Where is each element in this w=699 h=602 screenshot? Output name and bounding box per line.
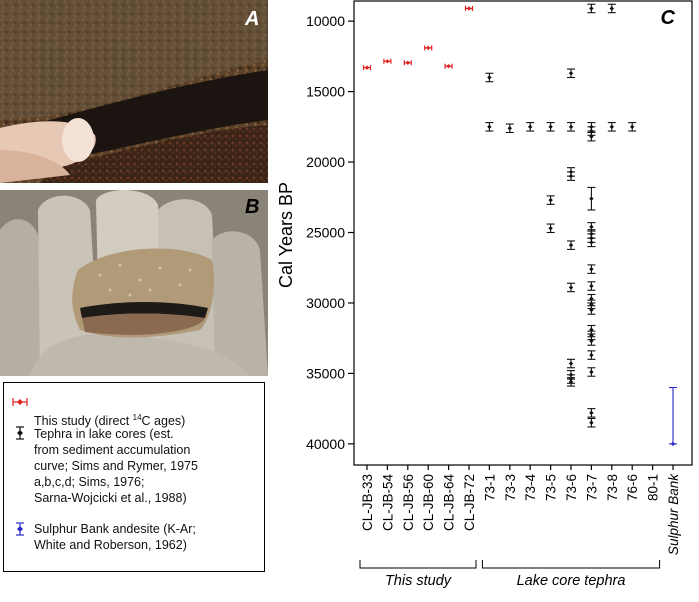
x-tick-label: CL-JB-56 [401, 474, 416, 531]
data-point [546, 195, 555, 205]
data-point [587, 237, 596, 248]
data-point [546, 223, 555, 234]
data-point [567, 358, 575, 369]
x-tick-label: 73-5 [544, 474, 559, 501]
data-point [567, 68, 575, 79]
data-point [587, 186, 596, 211]
data-point [567, 377, 575, 387]
x-tick-label: 73-1 [482, 474, 497, 501]
photo-a [0, 0, 268, 183]
data-point [485, 122, 494, 132]
data-point [567, 122, 575, 132]
legend-tephra-symbol [16, 426, 24, 440]
x-tick-label: CL-JB-72 [462, 474, 477, 531]
data-point [587, 417, 596, 428]
panel-b-label: B [245, 196, 260, 218]
data-point [567, 240, 575, 250]
data-point [628, 122, 637, 132]
data-point [587, 3, 596, 14]
data-point [669, 386, 677, 447]
group-label: This study [385, 573, 452, 589]
x-tick-label: 76-6 [625, 474, 640, 501]
y-tick-label: 35000 [306, 365, 345, 381]
x-tick-label: 73-3 [503, 474, 518, 501]
legend: This study (direct 14C ages) Tephra in l… [3, 382, 265, 572]
chart-category-labels: CL-JB-33 CL-JB-54 CL-JB-56 CL-JB-60 CL-JB-64… [360, 473, 681, 555]
data-point [587, 336, 596, 346]
photo-a-image [0, 0, 268, 183]
y-axis-label: Cal Years BP [276, 182, 296, 288]
x-tick-label: 73-6 [564, 474, 579, 501]
legend-sulphur-bank: Sulphur Bank andesite (K-Ar; White and R… [34, 522, 196, 552]
x-tick-label: 73-8 [605, 474, 620, 501]
y-tick-label: 30000 [306, 295, 345, 311]
data-point [587, 305, 596, 315]
chart-groups: This study Lake core tephra [359, 560, 661, 589]
data-point [587, 367, 596, 377]
chart-axes: 10000 15000 20000 25000 30000 35000 40000 [306, 0, 693, 470]
data-point [587, 281, 596, 291]
chart-marks [362, 3, 677, 447]
data-point [485, 72, 494, 83]
data-point [362, 65, 372, 71]
group-label: Lake core tephra [517, 573, 626, 589]
data-point [567, 171, 575, 181]
x-tick-label: CL-JB-54 [380, 474, 395, 532]
panel-a-label: A [245, 8, 260, 30]
data-point [424, 45, 433, 51]
y-tick-label: 25000 [306, 225, 345, 241]
x-tick-label: CL-JB-33 [360, 474, 375, 531]
data-point [444, 63, 453, 69]
group-bracket [481, 560, 661, 569]
photo-b-image [0, 190, 268, 376]
data-point [607, 3, 616, 14]
data-point [587, 264, 596, 274]
x-tick-label: Sulphur Bank [666, 473, 681, 555]
legend-sulphur-bank-symbol [16, 522, 24, 536]
x-tick-label: 73-7 [584, 474, 599, 501]
legend-tephra: Tephra in lake cores (est. from sediment… [34, 427, 198, 505]
data-point [464, 5, 474, 11]
x-tick-label: CL-JB-60 [421, 474, 436, 531]
data-point [567, 282, 575, 293]
data-point [607, 122, 616, 132]
y-tick-label: 15000 [306, 84, 345, 100]
data-point [587, 408, 596, 418]
data-point [526, 122, 535, 132]
chart: C 10000 15000 20000 25000 30000 35000 40000 CL… [276, 0, 693, 589]
photo-b [0, 190, 268, 376]
data-point [403, 60, 412, 66]
data-point [587, 350, 596, 360]
x-tick-label: 73-4 [523, 474, 538, 502]
y-tick-label: 10000 [306, 13, 345, 29]
legend-this-study: This study (direct 14C ages) [34, 413, 186, 429]
legend-this-study-symbol [12, 398, 28, 406]
y-tick-label: 20000 [306, 154, 345, 170]
y-tick-label: 40000 [306, 436, 345, 452]
x-tick-label: CL-JB-64 [442, 474, 457, 532]
plot-frame [353, 0, 693, 466]
data-point [505, 123, 514, 134]
data-point [546, 122, 555, 132]
data-point [587, 131, 596, 142]
x-tick-label: 80-1 [646, 474, 661, 501]
panel-c-label: C [661, 7, 676, 29]
group-bracket [359, 560, 477, 569]
data-point [383, 58, 392, 64]
